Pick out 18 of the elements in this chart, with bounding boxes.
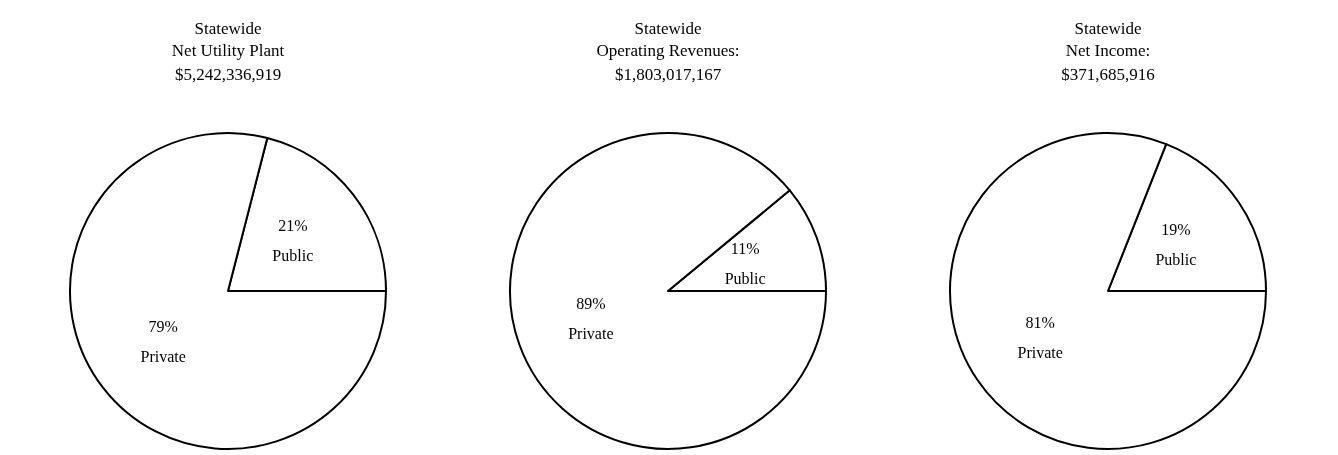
chart-title: Statewide Net Utility Plant xyxy=(171,18,285,60)
slice-label: Public xyxy=(724,269,766,287)
data-label: 11% xyxy=(730,239,760,257)
slice-label: Private xyxy=(1017,343,1063,361)
slice-label: Private xyxy=(568,325,614,343)
data-label: 19% xyxy=(1161,221,1191,239)
chart-subtitle: $1,803,017,167 xyxy=(614,64,722,84)
chart-subtitle: $5,242,336,919 xyxy=(174,64,282,84)
slice-label: Public xyxy=(1155,251,1197,269)
chart-title: Statewide Operating Revenues: xyxy=(596,18,740,60)
chart-subtitle: $371,685,916 xyxy=(1061,64,1155,84)
data-label: 81% xyxy=(1025,313,1055,331)
data-label: 21% xyxy=(278,217,308,235)
chart-title: Statewide Net Income: xyxy=(1065,18,1151,60)
data-label: 79% xyxy=(148,317,178,335)
data-label: 89% xyxy=(576,295,606,313)
slice-label: Public xyxy=(272,247,314,265)
slice-label: Private xyxy=(140,347,186,365)
